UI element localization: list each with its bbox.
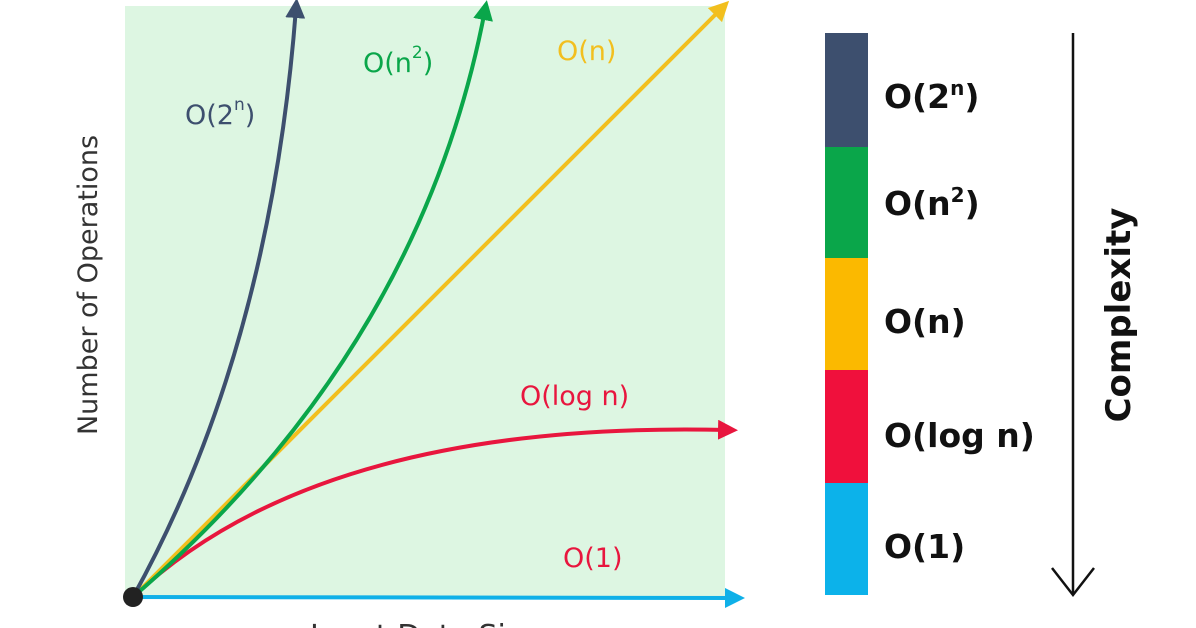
legend-swatch [825,483,868,595]
label-text: ) [245,100,256,131]
x-axis-label: Input Data Size [310,619,540,628]
arrow-head [1051,567,1095,598]
legend-label: O(log n) [884,416,1035,455]
legend-swatch [825,147,868,258]
label-sup: 2 [412,43,423,63]
curve-label: O(2n) [185,95,255,131]
curve-constant [131,587,745,608]
curve-label: O(n2) [363,43,433,79]
legend-swatch [825,33,868,147]
legend-swatch [825,370,868,483]
origin [123,587,143,607]
legend-label: O(1) [884,527,965,566]
curve-label: O(1) [563,543,623,574]
label-text: ) [965,184,980,223]
legend-swatch [825,258,868,370]
label-sup: n [950,76,964,100]
label-sup: 2 [951,183,965,207]
y-axis-label: Number of Operations [73,135,104,435]
legend-label: O(n2) [884,183,980,223]
label-text: O(2 [884,77,950,116]
legend-label: O(n) [884,302,966,341]
label-text: ) [964,77,979,116]
curve-quadratic [131,0,493,599]
label-sup: n [234,95,245,115]
label-text: O(n [884,184,951,223]
legend-label: O(2n) [884,76,979,116]
curve-label: O(n) [557,36,616,67]
curve-exponential [131,0,306,599]
complexity-label: Complexity [1099,208,1139,423]
curve-log [131,419,738,599]
curve-label: O(log n) [520,381,629,412]
label-text: O(2 [185,100,234,131]
label-text: O(n [363,48,412,79]
curve-linear [131,0,730,599]
label-text: ) [423,48,434,79]
